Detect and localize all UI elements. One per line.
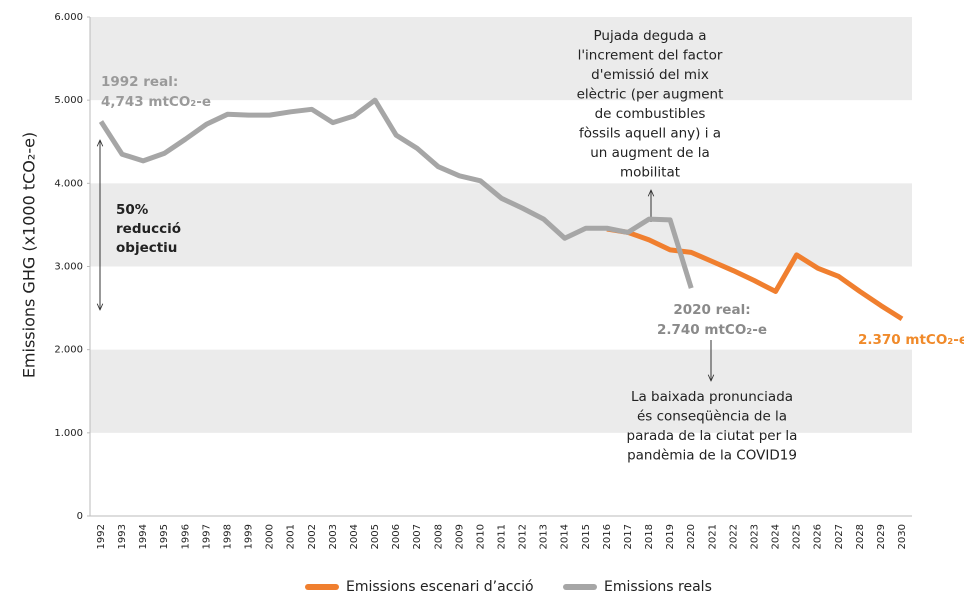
legend-label: Emissions escenari d’acció [346,579,534,595]
x-tick-label: 2022 [728,524,739,549]
grid-band [90,17,912,101]
x-tick-label: 2018 [644,524,655,549]
annotation: La baixada pronunciada [631,389,793,405]
annotation: l'increment del factor [578,48,723,64]
x-tick-label: 2006 [391,524,402,549]
x-tick-label: 1998 [222,524,233,549]
annotation: parada de la ciutat per la [627,428,798,444]
x-tick-label: 2020 [686,524,697,549]
annotation: Pujada deguda a [593,28,706,44]
annotation: elèctric (per augment [577,87,724,103]
annotation: 4,743 mtCO₂-e [101,94,211,110]
x-tick-label: 2017 [623,524,634,549]
x-tick-label: 2019 [665,524,676,549]
x-tick-label: 2001 [286,524,297,549]
x-tick-label: 2028 [855,524,866,549]
y-tick-label: 5.000 [54,95,83,106]
x-tick-label: 1999 [244,524,255,549]
annotation: pandèmia de la COVID19 [627,448,797,464]
x-tick-label: 2016 [602,524,613,549]
annotation: 2.370 mtCO₂-e [858,332,964,348]
annotation: d'emissió del mix [591,67,709,83]
y-axis-label: Emissions GHG (x1000 tCO₂-e) [20,132,39,378]
annotation: 2.740 mtCO₂-e [657,322,767,338]
x-tick-label: 2009 [454,524,465,549]
x-tick-label: 2026 [813,524,824,549]
series-line [98,97,694,289]
series-line [606,226,904,322]
annotation: 1992 real: [101,74,178,90]
x-tick-label: 2015 [581,524,592,549]
annotation: objectiu [116,240,177,256]
x-tick-label: 1995 [159,524,170,549]
x-tick-label: 1997 [201,524,212,549]
grid-band [90,349,912,433]
x-tick-label: 2013 [539,524,550,549]
y-tick-label: 4.000 [54,178,83,189]
annotation: mobilitat [620,165,680,181]
x-tick-label: 2014 [560,524,571,549]
x-tick-label: 1993 [117,524,128,549]
x-tick-label: 1996 [180,524,191,549]
annotation: un augment de la [590,145,710,161]
x-tick-label: 2029 [876,524,887,549]
y-tick-label: 2.000 [54,345,83,356]
annotation: reducció [116,221,181,237]
x-tick-label: 2011 [497,524,508,549]
x-tick-label: 2024 [771,524,782,549]
x-tick-label: 2023 [749,524,760,549]
annotation: 50% [116,202,149,218]
y-tick-label: 3.000 [54,262,83,273]
x-tick-label: 2021 [707,524,718,549]
x-tick-label: 2002 [307,524,318,549]
x-tick-label: 2025 [792,524,803,549]
y-tick-label: 0 [77,511,83,522]
legend-label: Emissions reals [604,579,712,595]
x-tick-label: 1992 [96,524,107,549]
x-tick-label: 2030 [897,524,908,549]
y-tick-label: 6.000 [54,12,83,23]
x-tick-label: 2003 [328,524,339,549]
x-tick-label: 2027 [834,524,845,549]
annotation: és conseqüència de la [637,409,787,425]
x-tick-label: 2008 [433,524,444,549]
y-tick-label: 1.000 [54,428,83,439]
annotation: 2020 real: [673,302,750,318]
x-tick-label: 2010 [475,524,486,549]
x-tick-label: 2005 [370,524,381,549]
x-tick-label: 2000 [265,524,276,549]
x-tick-label: 1994 [138,524,149,549]
x-tick-label: 2004 [349,524,360,549]
annotation: de combustibles [595,106,706,122]
x-tick-label: 2007 [412,524,423,549]
x-tick-label: 2012 [518,524,529,549]
annotation: fòssils aquell any) i a [579,126,721,142]
